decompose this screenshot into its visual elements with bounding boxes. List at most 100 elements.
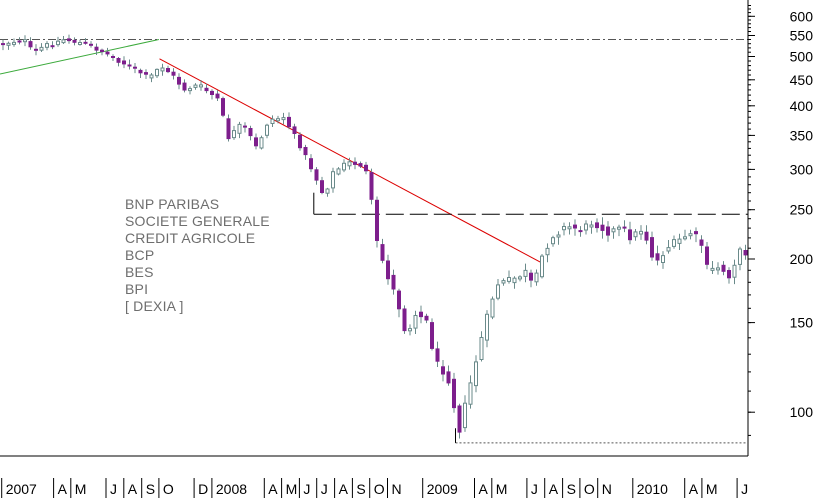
candle-body-1 — [6, 42, 11, 46]
y-tick-label-600: 600 — [790, 8, 814, 24]
candle-body-99 — [545, 247, 550, 256]
x-tick-label-7: D — [198, 481, 208, 497]
candle-body-103 — [567, 226, 572, 230]
candle-body-73 — [402, 308, 407, 332]
candle-body-30 — [166, 68, 170, 73]
x-tick-label-5: S — [146, 481, 155, 497]
candle-body-29 — [160, 67, 165, 72]
candle-body-78 — [430, 322, 434, 349]
candle-body-6 — [34, 48, 38, 51]
candle-body-107 — [589, 224, 594, 228]
candle-body-59 — [325, 188, 330, 194]
candle-body-82 — [452, 378, 456, 409]
candle-body-112 — [617, 226, 621, 230]
x-tick-label-15: O — [374, 481, 385, 497]
legend-item-bes: BES — [125, 264, 154, 280]
candle-body-62 — [342, 162, 346, 171]
candle-body-98 — [540, 255, 544, 278]
candle-body-63 — [347, 161, 352, 167]
y-tick-label-350: 350 — [790, 127, 814, 143]
candle-body-46 — [254, 137, 258, 147]
candle-body-51 — [281, 117, 286, 121]
candle-body-49 — [270, 118, 275, 124]
x-tick-label-26: A — [689, 481, 699, 497]
candle-body-106 — [584, 223, 588, 231]
y-tick-label-250: 250 — [790, 202, 814, 218]
candle-body-65 — [358, 163, 363, 167]
candle-body-104 — [573, 224, 577, 229]
candle-body-58 — [320, 180, 324, 193]
candle-body-90 — [496, 284, 500, 299]
candle-body-26 — [144, 72, 148, 75]
candle-body-74 — [408, 328, 412, 332]
candle-body-86 — [474, 361, 478, 387]
candle-body-34 — [188, 88, 192, 92]
candle-body-7 — [39, 46, 44, 51]
candle-body-119 — [655, 253, 660, 261]
candle-body-19 — [105, 51, 110, 55]
candle-body-87 — [479, 337, 484, 360]
candle-body-24 — [133, 66, 137, 69]
candle-body-81 — [446, 371, 451, 384]
candle-body-111 — [611, 228, 616, 233]
y-tick-label-200: 200 — [790, 251, 814, 267]
candle-body-80 — [441, 366, 445, 375]
candle-body-76 — [419, 311, 423, 318]
candle-body-68 — [375, 199, 379, 241]
x-tick-label-11: J — [303, 481, 310, 497]
candle-body-110 — [606, 226, 610, 236]
candle-body-37 — [204, 87, 209, 92]
candle-body-102 — [562, 226, 566, 231]
x-tick-label-12: J — [321, 481, 328, 497]
candle-body-85 — [468, 382, 473, 405]
candle-body-60 — [331, 171, 335, 189]
candle-body-4 — [23, 39, 27, 43]
candle-body-12 — [67, 38, 71, 42]
candle-body-108 — [595, 222, 599, 229]
candle-body-5 — [28, 41, 33, 48]
candle-body-132 — [727, 270, 731, 279]
candle-body-117 — [644, 231, 649, 241]
x-tick-label-22: S — [567, 481, 576, 497]
candle-body-18 — [100, 49, 104, 53]
y-tick-label-400: 400 — [790, 98, 814, 114]
legend-item-dexia: [ DEXIA ] — [125, 298, 184, 314]
candle-body-113 — [622, 226, 627, 229]
candle-body-130 — [716, 267, 720, 271]
candle-body-31 — [171, 71, 176, 76]
candle-body-129 — [710, 267, 715, 271]
legend-item-bcp: BCP — [125, 247, 155, 263]
candle-body-72 — [397, 290, 401, 310]
candle-body-32 — [177, 76, 181, 85]
candle-body-44 — [243, 125, 247, 128]
x-tick-label-8: 2008 — [216, 481, 247, 497]
candle-body-125 — [688, 233, 693, 237]
x-tick-label-3: J — [110, 481, 117, 497]
candle-body-40 — [221, 98, 225, 116]
candle-body-71 — [391, 274, 396, 290]
candle-body-100 — [551, 237, 555, 245]
x-tick-label-27: M — [706, 481, 718, 497]
candle-body-66 — [364, 164, 368, 172]
y-tick-label-450: 450 — [790, 72, 814, 88]
candle-body-109 — [600, 224, 605, 231]
x-tick-label-4: A — [128, 481, 138, 497]
candle-body-56 — [309, 158, 313, 170]
candle-body-123 — [677, 238, 682, 244]
candle-body-84 — [463, 402, 467, 429]
candle-body-105 — [578, 230, 583, 233]
candle-body-124 — [683, 236, 687, 240]
candle-body-83 — [457, 405, 462, 433]
x-tick-label-20: J — [531, 481, 538, 497]
x-tick-label-0: 2007 — [6, 481, 37, 497]
candle-body-127 — [699, 239, 704, 246]
candle-body-54 — [298, 134, 302, 149]
y-tick-label-550: 550 — [790, 28, 814, 44]
y-tick-label-300: 300 — [790, 161, 814, 177]
candle-body-23 — [127, 64, 132, 67]
candle-body-48 — [265, 124, 269, 136]
x-tick-label-14: S — [356, 481, 365, 497]
x-tick-label-19: M — [496, 481, 508, 497]
candle-body-27 — [149, 74, 154, 79]
candle-body-47 — [259, 137, 264, 149]
